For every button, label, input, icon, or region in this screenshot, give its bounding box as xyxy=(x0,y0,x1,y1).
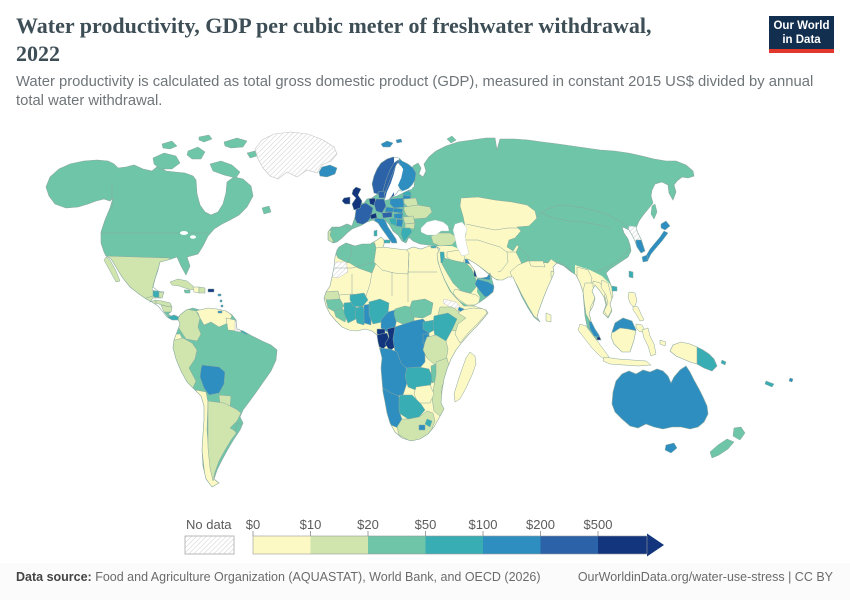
svg-text:$200: $200 xyxy=(526,517,555,532)
svg-text:$100: $100 xyxy=(469,517,498,532)
svg-text:$500: $500 xyxy=(584,517,613,532)
svg-text:$50: $50 xyxy=(415,517,437,532)
svg-text:$0: $0 xyxy=(246,517,260,532)
svg-text:$10: $10 xyxy=(300,517,322,532)
svg-text:No data: No data xyxy=(186,517,232,532)
svg-text:$20: $20 xyxy=(357,517,379,532)
